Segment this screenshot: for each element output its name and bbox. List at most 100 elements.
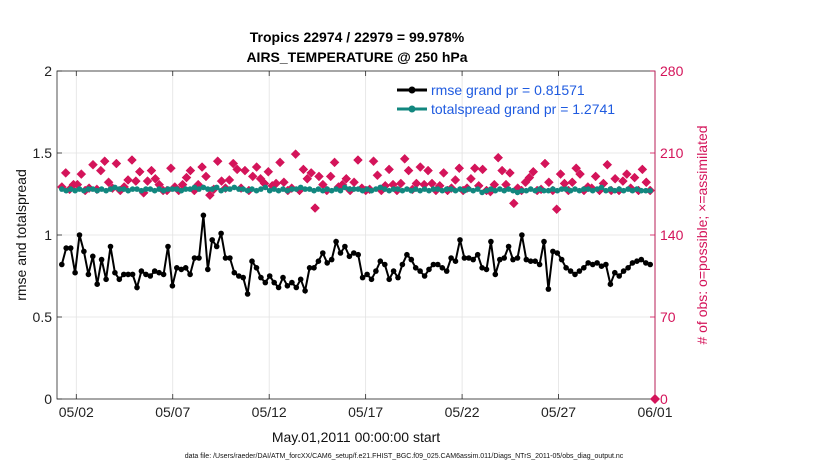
rmse-point — [98, 256, 105, 263]
y2-tick-label: 140 — [660, 227, 684, 243]
totalspread-series-group — [59, 184, 653, 196]
rmse-point — [271, 279, 278, 286]
obs-assimilated-marker — [341, 173, 352, 184]
y-tick-label: 2 — [44, 63, 52, 79]
totalspread-point — [134, 186, 140, 192]
obs-assimilated-marker — [505, 168, 515, 178]
totalspread-point — [598, 184, 605, 191]
rmse-point — [585, 260, 591, 266]
totalspread-point — [169, 186, 176, 192]
obs-assimilated-marker — [575, 169, 585, 179]
rmse-point — [567, 268, 574, 274]
totalspread-point — [554, 187, 561, 194]
rmse-point — [470, 256, 477, 263]
totalspread-point — [607, 186, 614, 192]
totalspread-point — [572, 186, 578, 192]
obs-assimilated-marker — [88, 159, 98, 170]
totalspread-point — [390, 186, 397, 192]
obs-assimilated-marker — [399, 154, 410, 164]
rmse-point — [333, 238, 339, 245]
totalspread-point — [59, 186, 65, 192]
totalspread-point — [205, 186, 211, 192]
totalspread-point — [191, 184, 198, 191]
y-tick-label: 1 — [44, 227, 52, 243]
obs-assimilated-marker — [629, 172, 640, 183]
totalspread-point — [581, 186, 587, 192]
x-tick-label: 05/07 — [155, 404, 190, 420]
totalspread-point — [492, 187, 499, 194]
rmse-point — [435, 261, 441, 268]
obs-assimilated-marker — [181, 172, 192, 183]
y2-axis-label: # of obs: o=possible; ×=assimilated — [694, 125, 710, 344]
totalspread-point — [457, 186, 463, 192]
totalspread-point — [421, 186, 428, 192]
rmse-point — [151, 268, 158, 274]
totalspread-point — [280, 186, 286, 192]
obs-assimilated-marker — [290, 149, 301, 160]
totalspread-point — [408, 187, 415, 194]
totalspread-point — [629, 187, 636, 194]
totalspread-point — [395, 186, 401, 192]
obs-assimilated-marker — [166, 163, 176, 174]
rmse-point — [373, 268, 379, 274]
data-file-footnote: data file: /Users/raeder/DAI/ATM_forcXX/… — [185, 453, 624, 460]
rmse-point — [320, 250, 326, 256]
totalspread-point — [563, 186, 569, 192]
x-tick-label: 05/12 — [252, 404, 287, 420]
rmse-point — [479, 265, 485, 271]
rmse-point — [174, 265, 180, 271]
obs-assimilated-marker — [142, 176, 153, 186]
totalspread-point — [320, 187, 326, 194]
rmse-point — [634, 258, 640, 265]
rmse-point — [638, 256, 645, 263]
totalspread-point — [514, 189, 521, 196]
totalspread-point — [483, 187, 490, 194]
rmse-point — [536, 261, 543, 268]
rmse-point — [280, 274, 286, 281]
rmse-point — [231, 269, 238, 276]
rmse-point — [629, 260, 636, 266]
totalspread-point — [151, 187, 158, 194]
totalspread-point — [244, 187, 251, 194]
totalspread-point — [567, 187, 574, 194]
rmse-point — [461, 255, 468, 261]
totalspread-point — [182, 186, 189, 192]
rmse-point — [519, 232, 525, 238]
obs-assimilated-marker — [146, 165, 157, 176]
totalspread-point — [382, 186, 388, 192]
obs-assimilated-marker — [185, 165, 196, 176]
obs-assimilated-marker — [540, 158, 550, 169]
rmse-point — [607, 281, 614, 288]
totalspread-point — [76, 186, 83, 192]
rmse-point — [253, 265, 260, 271]
x-axis-label: May.01,2011 00:00:00 start — [272, 429, 440, 445]
obs-assimilated-marker — [103, 177, 114, 188]
rmse-point — [532, 258, 538, 265]
obs-assimilated-marker — [423, 165, 433, 176]
rmse-point — [311, 265, 317, 271]
rmse-point — [430, 261, 437, 268]
totalspread-point — [452, 187, 459, 194]
totalspread-point — [479, 189, 485, 196]
rmse-point — [594, 260, 600, 266]
rmse-point — [236, 273, 242, 279]
obs-assimilated-marker — [450, 175, 461, 185]
rmse-point — [346, 253, 353, 260]
obs-assimilated-marker — [477, 164, 488, 175]
totalspread-point — [510, 187, 516, 194]
obs-assimilated-marker — [466, 173, 476, 184]
rmse-point — [390, 268, 397, 274]
totalspread-point — [616, 186, 622, 192]
totalspread-point — [342, 184, 348, 191]
totalspread-point — [289, 186, 295, 192]
obs-assimilated-marker — [454, 163, 465, 174]
totalspread-point — [315, 186, 322, 192]
totalspread-point — [527, 186, 534, 192]
totalspread-point — [200, 184, 207, 191]
rmse-point — [262, 279, 269, 286]
rmse-point — [563, 265, 569, 271]
totalspread-point — [187, 186, 193, 192]
rmse-point — [581, 265, 587, 271]
totalspread-point — [324, 186, 331, 192]
obs-assimilated-marker — [224, 175, 235, 185]
